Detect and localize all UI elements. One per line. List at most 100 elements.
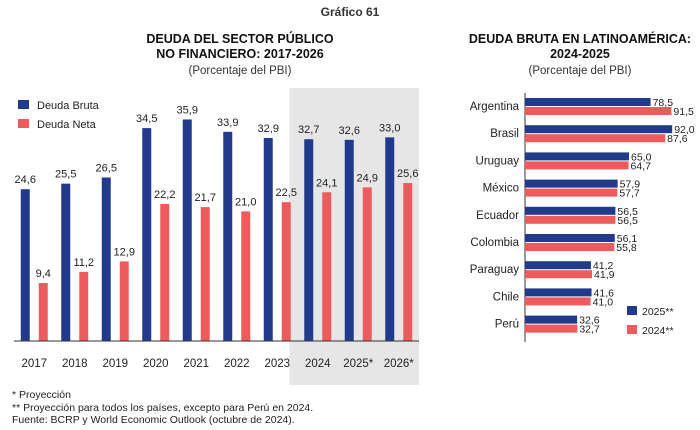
bar-bruta-2026* bbox=[385, 137, 395, 341]
left-title-line-1: DEUDA DEL SECTOR PÚBLICO bbox=[146, 32, 334, 46]
data-label-bruta-2019: 26,5 bbox=[96, 162, 117, 174]
hbar-label-2024-Uruguay: 64,7 bbox=[631, 160, 652, 172]
bar-neta-2019 bbox=[119, 261, 129, 341]
data-label-bruta-2023: 32,9 bbox=[258, 123, 279, 135]
hbar-2024-Uruguay bbox=[525, 161, 629, 170]
left-title-line-2: NO FINANCIERO: 2017-2026 bbox=[156, 47, 324, 61]
data-label-neta-2023: 22,5 bbox=[276, 187, 297, 199]
left-chart-subtitle: (Porcentaje del PBI) bbox=[188, 65, 292, 77]
data-label-bruta-2025*: 32,6 bbox=[339, 125, 360, 137]
y-tick-Perú: Perú bbox=[495, 319, 519, 331]
y-tick-Brasil: Brasil bbox=[490, 128, 519, 140]
hbar-2024-Ecuador bbox=[525, 215, 616, 224]
hbar-label-2024-Colombia: 55,8 bbox=[616, 242, 637, 254]
legend-label-deuda-bruta: Deuda Bruta bbox=[37, 100, 100, 112]
hbar-2025-Perú bbox=[525, 315, 578, 324]
x-tick-2021: 2021 bbox=[183, 358, 209, 370]
x-tick-2018: 2018 bbox=[62, 358, 88, 370]
public-debt-chart: Deuda Bruta Deuda Neta 24,6 9,4 2017 25,5 11,2… bbox=[14, 88, 419, 385]
y-tick-Argentina: Argentina bbox=[470, 101, 520, 113]
y-tick-Chile: Chile bbox=[493, 291, 519, 303]
bar-neta-2026* bbox=[403, 183, 413, 341]
bar-neta-2020 bbox=[160, 204, 170, 341]
hbar-2024-Colombia bbox=[525, 243, 615, 251]
y-tick-Paraguay: Paraguay bbox=[470, 264, 519, 276]
y-tick-Uruguay: Uruguay bbox=[476, 155, 520, 167]
data-label-bruta-2022: 33,9 bbox=[217, 117, 238, 129]
x-tick-2022: 2022 bbox=[224, 358, 250, 370]
legend-swatch-deuda-bruta bbox=[18, 100, 29, 109]
hbar-2025-Ecuador bbox=[525, 206, 616, 215]
data-label-neta-2025*: 24,9 bbox=[357, 172, 378, 184]
data-label-bruta-2026*: 33,0 bbox=[379, 122, 400, 134]
data-label-neta-2019: 12,9 bbox=[114, 246, 135, 258]
hbar-2025-Brasil bbox=[525, 125, 673, 134]
hbar-label-2025-Chile: 41,6 bbox=[594, 287, 615, 299]
right-title-line-2: 2024-2025 bbox=[550, 47, 610, 61]
hbar-2025-Argentina bbox=[525, 98, 651, 106]
y-tick-Ecuador: Ecuador bbox=[476, 210, 519, 222]
data-label-bruta-2017: 24,6 bbox=[15, 174, 36, 186]
x-tick-2026*: 2026* bbox=[384, 358, 415, 370]
hbar-label-2025-Argentina: 78,5 bbox=[653, 97, 674, 109]
bar-bruta-2017 bbox=[20, 189, 30, 341]
hbar-2025-Chile bbox=[525, 288, 592, 297]
hbar-2024-Brasil bbox=[525, 134, 666, 143]
bar-bruta-2024 bbox=[304, 139, 314, 341]
hbar-2025-Colombia bbox=[525, 234, 615, 242]
data-label-neta-2020: 22,2 bbox=[154, 189, 175, 201]
hbar-label-2024-Argentina: 91,5 bbox=[673, 106, 694, 118]
hbar-2024-Argentina bbox=[525, 107, 672, 115]
hbar-label-2024-Chile: 41,0 bbox=[593, 296, 614, 308]
hbar-label-2024-Paraguay: 41,9 bbox=[594, 269, 615, 281]
y-tick-Colombia: Colombia bbox=[470, 237, 519, 249]
hbar-label-2025-Brasil: 92,0 bbox=[674, 124, 695, 136]
latam-debt-chart: Argentina 78,591,5 Brasil 92,087,6 Uruguay 65… bbox=[470, 93, 695, 342]
bar-neta-2021 bbox=[200, 207, 210, 341]
hbar-2025-Uruguay bbox=[525, 152, 629, 161]
legend-swatch-deuda-neta bbox=[18, 119, 29, 128]
hbar-label-2025-México: 57,9 bbox=[620, 179, 641, 191]
right-chart-title: DEUDA BRUTA EN LATINOAMÉRICA: 2024-2025 bbox=[460, 32, 700, 62]
hbar-2025-Paraguay bbox=[525, 261, 591, 270]
footnotes: * Proyección ** Proyección para todos lo… bbox=[12, 389, 313, 427]
hbar-label-2024-Brasil: 87,6 bbox=[667, 133, 688, 145]
bar-neta-2022 bbox=[241, 211, 251, 341]
data-label-neta-2024: 24,1 bbox=[316, 177, 337, 189]
legend-swatch-2024 bbox=[627, 325, 637, 334]
data-label-bruta-2021: 35,9 bbox=[177, 104, 198, 116]
bar-bruta-2020 bbox=[142, 128, 152, 341]
data-label-bruta-2018: 25,5 bbox=[55, 169, 76, 181]
hbar-label-2025-Uruguay: 65,0 bbox=[631, 151, 652, 163]
bar-neta-2025* bbox=[362, 187, 372, 341]
hbar-2024-Paraguay bbox=[525, 270, 593, 279]
footnote-projection: * Proyección bbox=[12, 389, 71, 401]
data-label-bruta-2020: 34,5 bbox=[136, 113, 157, 125]
bar-neta-2023 bbox=[281, 202, 291, 341]
data-label-neta-2026*: 25,6 bbox=[397, 168, 418, 180]
footnote-countries: ** Proyección para todos los países, exc… bbox=[12, 401, 314, 414]
legend-label-deuda-neta: Deuda Neta bbox=[37, 119, 97, 131]
hbar-2024-Perú bbox=[525, 324, 578, 333]
bar-bruta-2019 bbox=[101, 177, 111, 341]
hbar-label-2025-Paraguay: 41,2 bbox=[593, 260, 614, 272]
left-chart-title: DEUDA DEL SECTOR PÚBLICO NO FINANCIERO: … bbox=[80, 32, 400, 62]
x-tick-2025*: 2025* bbox=[343, 358, 374, 370]
hbar-label-2025-Perú: 32,6 bbox=[579, 315, 600, 327]
hbar-label-2025-Colombia: 56,1 bbox=[617, 233, 638, 245]
y-tick-México: México bbox=[483, 183, 519, 195]
x-tick-2020: 2020 bbox=[143, 358, 169, 370]
bar-bruta-2022 bbox=[223, 131, 233, 341]
data-label-neta-2022: 21,0 bbox=[235, 196, 256, 208]
legend-label-2025: 2025** bbox=[642, 306, 674, 318]
x-tick-2023: 2023 bbox=[264, 358, 290, 370]
x-tick-2024: 2024 bbox=[305, 358, 331, 370]
hbar-label-2024-Ecuador: 56,5 bbox=[617, 215, 638, 227]
hbar-2025-México bbox=[525, 179, 618, 188]
bar-neta-2024 bbox=[322, 192, 332, 341]
x-tick-2019: 2019 bbox=[102, 358, 128, 370]
data-label-neta-2021: 21,7 bbox=[195, 192, 216, 204]
hbar-label-2024-México: 57,7 bbox=[619, 188, 640, 200]
data-label-neta-2017: 9,4 bbox=[36, 268, 51, 280]
hbar-2024-México bbox=[525, 188, 618, 197]
